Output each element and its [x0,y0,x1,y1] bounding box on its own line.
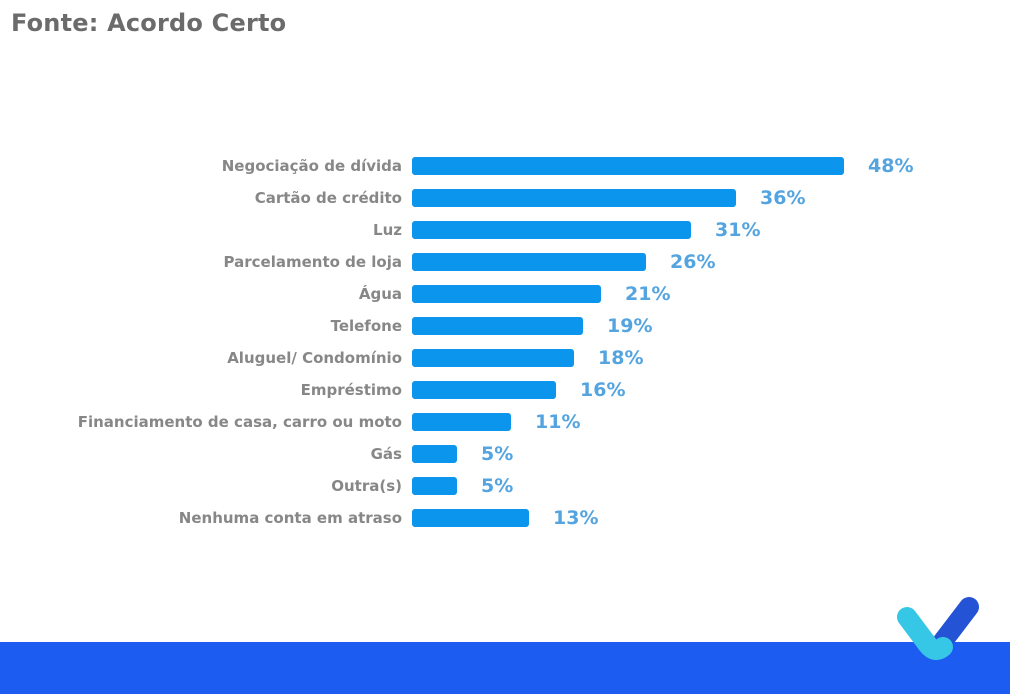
chart-row: Negociação de dívida 48% [0,150,1010,182]
category-label: Nenhuma conta em atraso [178,509,402,527]
bar [412,317,583,335]
category-label: Empréstimo [300,381,402,399]
value-label: 21% [625,283,671,305]
bar [412,413,511,431]
bar [412,381,556,399]
category-label: Água [358,285,402,303]
bar [412,349,574,367]
chart-row: Financiamento de casa, carro ou moto 11% [0,406,1010,438]
value-label: 5% [481,475,514,497]
value-label: 31% [715,219,761,241]
category-label: Parcelamento de loja [223,253,402,271]
value-label: 11% [535,411,581,433]
category-label: Aluguel/ Condomínio [227,349,402,367]
value-label: 19% [607,315,653,337]
bar [412,477,457,495]
category-label: Gás [370,445,402,463]
logo-check-short-stroke [897,607,953,660]
value-label: 48% [868,155,914,177]
bar [412,221,691,239]
chart-row: Aluguel/ Condomínio 18% [0,342,1010,374]
chart-row: Gás 5% [0,438,1010,470]
category-label: Negociação de dívida [221,157,402,175]
bar [412,285,601,303]
chart-row: Nenhuma conta em atraso 13% [0,502,1010,534]
value-label: 16% [580,379,626,401]
footer-band [0,642,1010,694]
source-caption: Fonte: Acordo Certo [11,9,287,37]
chart-row: Outra(s) 5% [0,470,1010,502]
acordo-certo-check-logo [897,597,979,660]
value-label: 13% [553,507,599,529]
chart-row: Empréstimo 16% [0,374,1010,406]
chart-row: Parcelamento de loja 26% [0,246,1010,278]
chart-row: Cartão de crédito 36% [0,182,1010,214]
bar-chart: Negociação de dívida 48% Cartão de crédito… [0,150,1010,534]
chart-row: Água 21% [0,278,1010,310]
value-label: 36% [760,187,806,209]
value-label: 18% [598,347,644,369]
chart-row: Luz 31% [0,214,1010,246]
bar [412,445,457,463]
bar [412,189,736,207]
bar [412,157,844,175]
category-label: Outra(s) [331,477,402,495]
category-label: Cartão de crédito [254,189,402,207]
category-label: Luz [373,221,402,239]
value-label: 5% [481,443,514,465]
bar [412,253,646,271]
bar [412,509,529,527]
value-label: 26% [670,251,716,273]
category-label: Telefone [330,317,402,335]
chart-row: Telefone 19% [0,310,1010,342]
category-label: Financiamento de casa, carro ou moto [77,413,402,431]
